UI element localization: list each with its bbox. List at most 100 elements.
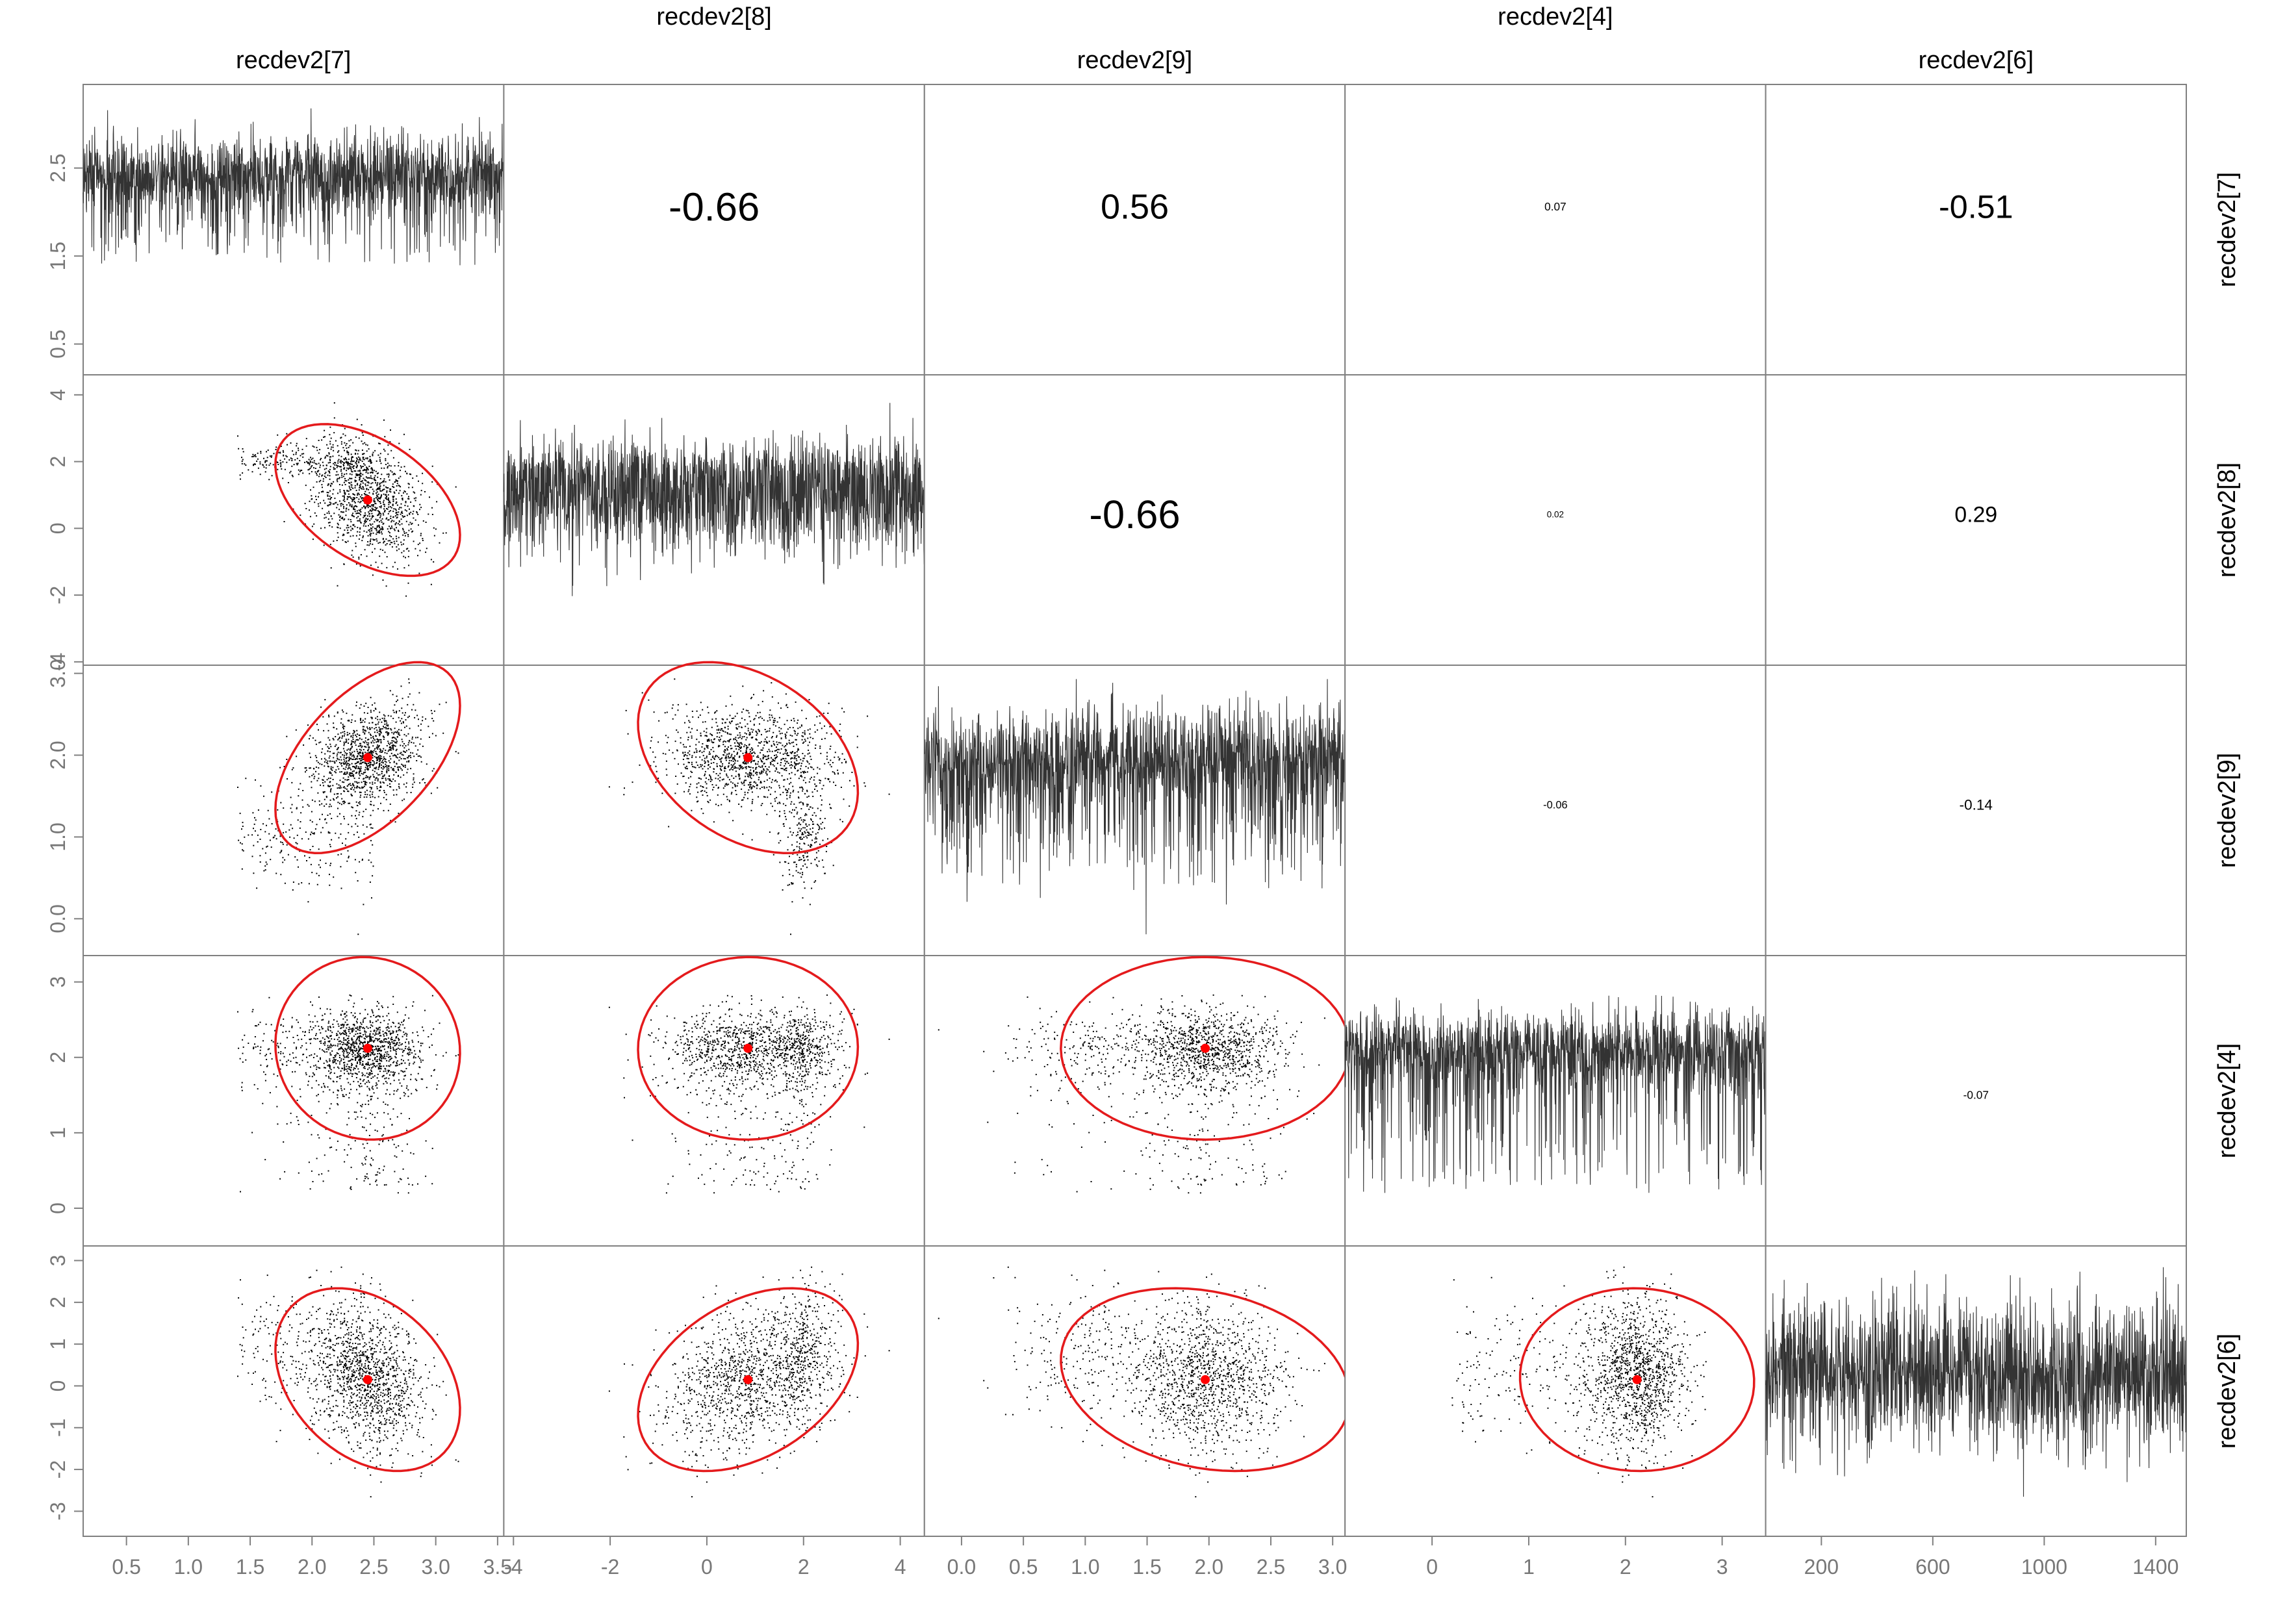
scatter-points	[608, 678, 890, 935]
tick-label: -2	[601, 1555, 619, 1579]
left-axis-recdev26: -3 -2 -1 0 1 2 3	[46, 1255, 83, 1521]
row-label-recdev24: recdev2[4]	[2214, 1043, 2241, 1158]
bottom-axis-recdev28: -4 -2 0 2 4	[504, 1536, 906, 1579]
confidence-ellipse	[1518, 1287, 1756, 1473]
tick-label: 1	[46, 1338, 70, 1350]
confidence-ellipse	[274, 661, 461, 854]
tick-label: 0	[701, 1555, 713, 1579]
panel-recdev24-recdev27	[83, 955, 505, 1247]
tick-label: 0	[1426, 1555, 1438, 1579]
tick-label: 4	[895, 1555, 906, 1579]
tick-label: -4	[46, 653, 70, 671]
correlation-label: 0.29	[1954, 502, 1997, 527]
mean-marker	[363, 1043, 372, 1053]
panel-recdev26-recdev27	[83, 1245, 505, 1537]
panel-recdev29-recdev24: -0.06	[1344, 665, 1767, 956]
left-axis-recdev29: 0.0 1.0 2.0 3.0	[46, 659, 83, 933]
tick-label: 4	[46, 389, 70, 401]
panel-recdev28-recdev24: 0.02	[1344, 374, 1767, 666]
tick-label: 3.0	[1318, 1555, 1347, 1579]
correlation-label: -0.07	[1963, 1089, 1989, 1102]
row-label-recdev27: recdev2[7]	[2214, 172, 2241, 287]
panel-recdev28-recdev29: -0.66	[923, 374, 1346, 666]
mean-marker	[363, 495, 372, 505]
panel-recdev24-recdev28	[503, 955, 925, 1247]
column-label-recdev29: recdev2[9]	[1077, 47, 1192, 74]
tick-label: 0.0	[947, 1555, 976, 1579]
trace-line	[1344, 995, 1767, 1193]
tick-label: 2.5	[359, 1555, 388, 1579]
scatter-points	[237, 994, 459, 1194]
tick-label: 1.5	[46, 242, 70, 270]
mean-marker	[1201, 1375, 1210, 1384]
tick-label: 3.0	[46, 659, 70, 687]
trace-line	[83, 108, 504, 266]
tick-label: 1.0	[46, 822, 70, 851]
scatter-points	[1451, 1266, 1707, 1498]
tick-label: -4	[504, 1555, 522, 1579]
tick-label: 0	[46, 1380, 70, 1392]
panel-recdev26-recdev28	[503, 1245, 925, 1537]
tick-label: -1	[46, 1419, 70, 1437]
panel-recdev26-recdev24	[1344, 1245, 1767, 1537]
tick-label: 0	[46, 1202, 70, 1214]
tick-label: 600	[1915, 1555, 1950, 1579]
left-axis-recdev24: 0 1 2 3	[46, 976, 83, 1214]
panel-recdev27-recdev27	[83, 84, 505, 375]
scatter-points	[608, 1266, 890, 1498]
tick-label: 3	[1717, 1555, 1728, 1579]
bottom-axis-recdev26: 200 600 1000 1400	[1804, 1536, 2178, 1579]
panel-recdev28-recdev28	[503, 374, 925, 666]
trace-line	[1765, 1267, 2187, 1497]
panel-recdev26-recdev26	[1765, 1245, 2188, 1537]
tick-label: 2.0	[1195, 1555, 1223, 1579]
confidence-ellipse	[274, 956, 461, 1141]
confidence-ellipse	[637, 661, 860, 854]
correlation-label: -0.14	[1960, 796, 1993, 813]
column-label-recdev27: recdev2[7]	[236, 47, 351, 74]
tick-label: 3.5	[483, 1555, 512, 1579]
mean-marker	[363, 753, 372, 763]
tick-label: 1000	[2021, 1555, 2067, 1579]
mean-marker	[363, 1375, 372, 1384]
panel-recdev27-recdev26: -0.51	[1765, 84, 2188, 375]
row-label-recdev29: recdev2[9]	[2214, 753, 2241, 868]
scatter-points	[237, 678, 459, 935]
tick-label: 2.5	[46, 153, 70, 182]
tick-label: -3	[46, 1502, 70, 1520]
panel-recdev29-recdev26: -0.14	[1765, 665, 2188, 956]
tick-label: 1.0	[1071, 1555, 1099, 1579]
tick-label: 0.5	[112, 1555, 140, 1579]
correlation-label: 0.07	[1544, 200, 1566, 213]
panel-recdev24-recdev24	[1344, 955, 1767, 1247]
tick-label: 1.5	[236, 1555, 264, 1579]
scatter-points	[608, 994, 890, 1194]
tick-label: 200	[1804, 1555, 1839, 1579]
trace-line	[503, 403, 925, 596]
correlation-label: -0.66	[669, 184, 760, 229]
tick-label: 3.0	[421, 1555, 450, 1579]
row-label-recdev26: recdev2[6]	[2214, 1334, 2241, 1449]
tick-label: 2	[798, 1555, 810, 1579]
tick-label: -2	[46, 1460, 70, 1478]
tick-label: 2	[1620, 1555, 1631, 1579]
confidence-ellipse	[1060, 1287, 1351, 1473]
scatter-points	[237, 402, 459, 597]
correlation-label: -0.06	[1543, 799, 1568, 811]
confidence-ellipse	[274, 423, 461, 577]
left-axis-recdev28: -4 -2 0 2 4	[46, 389, 83, 671]
panel-recdev29-recdev27	[83, 661, 505, 956]
tick-label: 0.0	[46, 904, 70, 933]
panel-recdev29-recdev28	[503, 661, 925, 956]
tick-label: 2.0	[46, 741, 70, 769]
mean-marker	[743, 1375, 753, 1384]
tick-label: 2.5	[1257, 1555, 1285, 1579]
tick-label: 2	[46, 1052, 70, 1063]
correlation-label: 0.56	[1101, 188, 1169, 227]
confidence-ellipse	[274, 1287, 461, 1473]
tick-label: 2.0	[298, 1555, 326, 1579]
mean-marker	[743, 753, 753, 763]
correlation-label: -0.66	[1089, 492, 1180, 537]
panel-recdev26-recdev29	[923, 1245, 1351, 1537]
